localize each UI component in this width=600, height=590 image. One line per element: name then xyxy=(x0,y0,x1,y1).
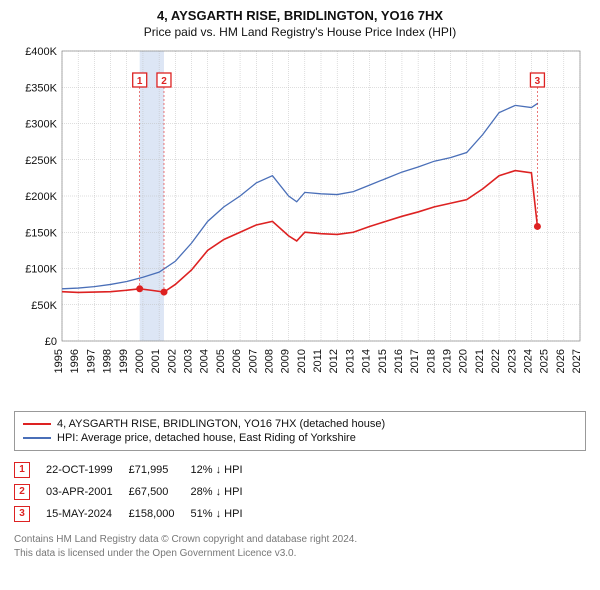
legend-label: 4, AYSGARTH RISE, BRIDLINGTON, YO16 7HX … xyxy=(57,418,385,430)
event-marker-icon: 1 xyxy=(14,462,30,478)
svg-text:2009: 2009 xyxy=(280,349,292,373)
legend-swatch xyxy=(23,437,51,439)
event-delta: 51% ↓ HPI xyxy=(191,503,259,525)
footnote: Contains HM Land Registry data © Crown c… xyxy=(14,533,586,560)
svg-text:2025: 2025 xyxy=(539,349,551,373)
svg-text:2026: 2026 xyxy=(555,349,567,373)
svg-text:£150K: £150K xyxy=(25,227,57,239)
svg-text:1996: 1996 xyxy=(69,349,81,373)
svg-text:2006: 2006 xyxy=(231,349,243,373)
svg-text:1999: 1999 xyxy=(118,349,130,373)
svg-text:2021: 2021 xyxy=(474,349,486,373)
svg-text:2013: 2013 xyxy=(344,349,356,373)
svg-text:2003: 2003 xyxy=(183,349,195,373)
legend-row: HPI: Average price, detached house, East… xyxy=(23,432,577,444)
event-price: £67,500 xyxy=(129,481,191,503)
svg-text:2016: 2016 xyxy=(393,349,405,373)
svg-text:2024: 2024 xyxy=(522,349,534,373)
svg-text:2019: 2019 xyxy=(442,349,454,373)
svg-text:£200K: £200K xyxy=(25,191,57,203)
event-delta: 28% ↓ HPI xyxy=(191,481,259,503)
svg-text:2: 2 xyxy=(161,76,167,87)
svg-text:2023: 2023 xyxy=(506,349,518,373)
legend-row: 4, AYSGARTH RISE, BRIDLINGTON, YO16 7HX … xyxy=(23,418,577,430)
svg-text:2004: 2004 xyxy=(199,349,211,373)
svg-text:2007: 2007 xyxy=(247,349,259,373)
svg-text:2012: 2012 xyxy=(328,349,340,373)
svg-text:2011: 2011 xyxy=(312,349,324,373)
svg-text:1: 1 xyxy=(137,76,143,87)
svg-text:3: 3 xyxy=(535,76,541,87)
svg-text:2001: 2001 xyxy=(150,349,162,373)
svg-text:2014: 2014 xyxy=(361,349,373,373)
event-date: 03-APR-2001 xyxy=(46,481,129,503)
svg-text:£100K: £100K xyxy=(25,264,57,276)
event-row: 2 03-APR-2001 £67,500 28% ↓ HPI xyxy=(14,481,259,503)
svg-text:2015: 2015 xyxy=(377,349,389,373)
svg-text:2027: 2027 xyxy=(571,349,583,373)
legend-swatch xyxy=(23,423,51,425)
svg-text:1995: 1995 xyxy=(53,349,65,373)
svg-text:£400K: £400K xyxy=(25,46,57,58)
event-row: 1 22-OCT-1999 £71,995 12% ↓ HPI xyxy=(14,459,259,481)
svg-text:2020: 2020 xyxy=(458,349,470,373)
svg-text:2018: 2018 xyxy=(425,349,437,373)
svg-text:2000: 2000 xyxy=(134,349,146,373)
event-marker-icon: 3 xyxy=(14,506,30,522)
svg-text:£250K: £250K xyxy=(25,155,57,167)
svg-text:2008: 2008 xyxy=(263,349,275,373)
page-subtitle: Price paid vs. HM Land Registry's House … xyxy=(14,25,586,39)
events-table: 1 22-OCT-1999 £71,995 12% ↓ HPI 2 03-APR… xyxy=(14,459,586,525)
event-row: 3 15-MAY-2024 £158,000 51% ↓ HPI xyxy=(14,503,259,525)
svg-text:2010: 2010 xyxy=(296,349,308,373)
event-delta: 12% ↓ HPI xyxy=(191,459,259,481)
svg-text:1997: 1997 xyxy=(85,349,97,373)
svg-text:1998: 1998 xyxy=(102,349,114,373)
event-price: £71,995 xyxy=(129,459,191,481)
event-date: 22-OCT-1999 xyxy=(46,459,129,481)
event-marker-icon: 2 xyxy=(14,484,30,500)
svg-text:2022: 2022 xyxy=(490,349,502,373)
page-title: 4, AYSGARTH RISE, BRIDLINGTON, YO16 7HX xyxy=(14,8,586,23)
price-chart: £0 £50K £100K £150K £200K £250K £300K £350K £400… xyxy=(14,45,586,405)
svg-text:2005: 2005 xyxy=(215,349,227,373)
event-date: 15-MAY-2024 xyxy=(46,503,129,525)
svg-text:£350K: £350K xyxy=(25,82,57,94)
event-price: £158,000 xyxy=(129,503,191,525)
chart-svg: £0 £50K £100K £150K £200K £250K £300K £350K £400… xyxy=(14,45,586,385)
svg-text:2002: 2002 xyxy=(166,349,178,373)
svg-text:£50K: £50K xyxy=(31,300,57,312)
svg-text:£0: £0 xyxy=(45,336,57,348)
svg-text:£300K: £300K xyxy=(25,119,57,131)
svg-text:2017: 2017 xyxy=(409,349,421,373)
legend: 4, AYSGARTH RISE, BRIDLINGTON, YO16 7HX … xyxy=(14,411,586,451)
legend-label: HPI: Average price, detached house, East… xyxy=(57,432,356,444)
